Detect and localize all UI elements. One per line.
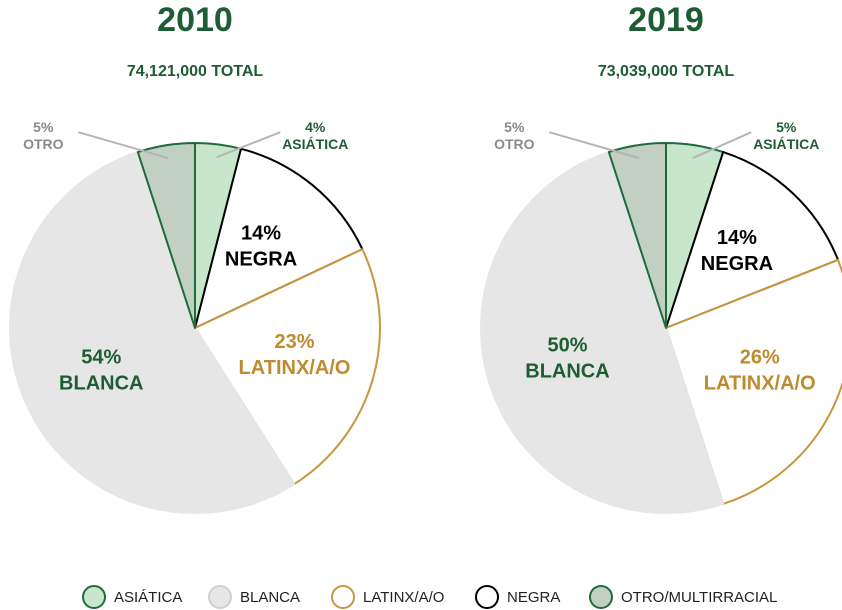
- pie-title: 2010: [157, 1, 233, 39]
- pie-slice: [194, 147, 364, 329]
- slice-label: ASIÁTICA: [282, 136, 348, 152]
- slice-label: OTRO: [494, 136, 535, 152]
- slice-value-label: 54%: [81, 346, 121, 368]
- slice-value-label: 23%: [274, 331, 314, 353]
- pie-slice: [194, 248, 381, 486]
- legend-swatch: [475, 585, 499, 609]
- slice-value-label: 26%: [740, 346, 780, 368]
- slice-label: ASIÁTICA: [753, 136, 819, 152]
- legend-label: ASIÁTICA: [114, 589, 182, 606]
- slice-label: NEGRA: [701, 253, 773, 275]
- slice-value-label: 5%: [504, 119, 525, 135]
- legend-label: OTRO/MULTIRRACIAL: [621, 589, 777, 606]
- slice-label: LATINX/A/O: [239, 357, 351, 379]
- slice-value-label: 50%: [547, 334, 587, 356]
- slice-value-label: 4%: [305, 119, 326, 135]
- leader-line: [692, 131, 752, 159]
- pie-subtitle: 73,039,000 TOTAL: [598, 63, 735, 80]
- pie-slice: [607, 142, 667, 329]
- legend-label: BLANCA: [240, 589, 300, 606]
- slice-label: BLANCA: [59, 372, 143, 394]
- leader-line: [78, 131, 169, 160]
- slice-value-label: 14%: [717, 227, 757, 249]
- leader-line: [549, 131, 640, 160]
- slice-label: OTRO: [23, 136, 64, 152]
- legend-label: NEGRA: [507, 589, 560, 606]
- slice-value-label: 5%: [776, 119, 797, 135]
- legend-label: LATINX/A/O: [363, 589, 444, 606]
- legend-swatch: [208, 585, 232, 609]
- legend-swatch: [589, 585, 613, 609]
- slice-label: NEGRA: [225, 248, 297, 270]
- legend-swatch: [82, 585, 106, 609]
- pie-slice: [9, 151, 296, 514]
- slice-label: LATINX/A/O: [704, 372, 816, 394]
- leader-line: [216, 131, 281, 159]
- pie-title: 2019: [628, 1, 704, 39]
- pie-slice: [665, 151, 840, 329]
- pie-slice: [665, 258, 842, 505]
- slice-label: BLANCA: [525, 360, 609, 382]
- slice-value-label: 14%: [241, 222, 281, 244]
- pie-subtitle: 74,121,000 TOTAL: [127, 63, 264, 80]
- pie-slice: [480, 151, 725, 514]
- slice-value-label: 5%: [33, 119, 54, 135]
- legend-swatch: [331, 585, 355, 609]
- pie-slice: [136, 142, 196, 329]
